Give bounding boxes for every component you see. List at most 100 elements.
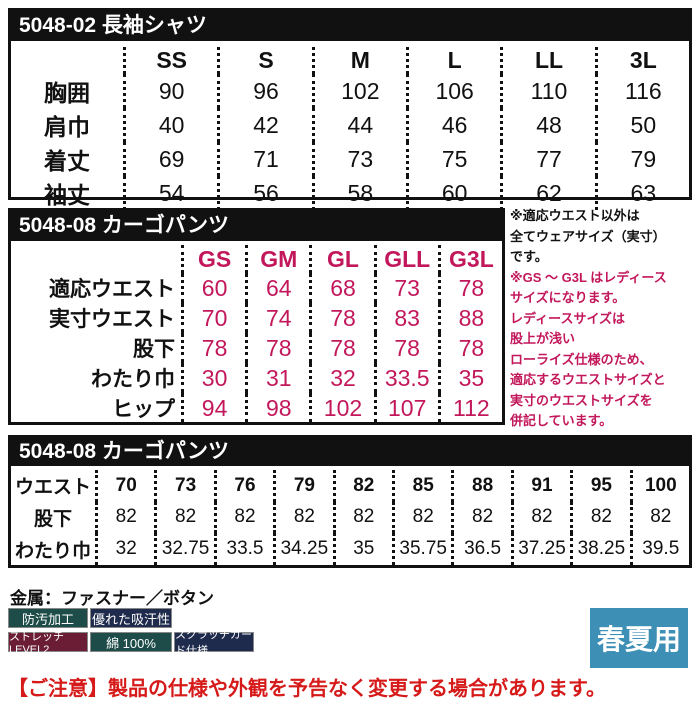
- table-cell: 58: [311, 176, 406, 210]
- table-cell: 68: [309, 273, 373, 303]
- row-label: 胸囲: [44, 80, 90, 106]
- metal-info: 金属：ファスナー／ボタン: [10, 589, 214, 608]
- table-cell: 78: [437, 333, 502, 363]
- table-cell: 64: [245, 273, 309, 303]
- table-cell: 75: [406, 142, 500, 176]
- size-header: LL: [500, 47, 594, 74]
- table-cell: 106: [406, 74, 500, 108]
- table-cell: 40: [123, 108, 217, 142]
- size-header: GLL: [373, 245, 438, 273]
- row-label: わたり巾: [91, 368, 175, 391]
- table-cell: 34.25: [273, 533, 332, 565]
- season-badge: 春夏用: [590, 608, 688, 668]
- row-label: 袖丈: [44, 182, 90, 208]
- feature-badge: 防汚加工: [8, 608, 88, 628]
- pants-grid: ウエスト 70 73 76 79 82 85 88 91 95 100 股下 82 82 82 82 82 82 8…: [11, 470, 689, 565]
- table-cell: 82: [332, 470, 392, 502]
- table-cell: 32.75: [154, 533, 213, 565]
- note-line: ローライズ仕様のため、: [510, 351, 653, 367]
- table-cell: 91: [510, 470, 570, 502]
- size-header: SS: [123, 47, 217, 74]
- size-header: M: [311, 47, 406, 74]
- table-cell: 88: [437, 303, 502, 333]
- table-cell: 82: [213, 501, 273, 534]
- table-cell: 78: [245, 333, 309, 363]
- table-cell: 85: [392, 470, 451, 502]
- table-cell: 79: [273, 470, 332, 502]
- table-cell: 82: [570, 501, 629, 534]
- table-cell: 82: [95, 501, 154, 534]
- table-cell: 78: [309, 333, 373, 363]
- table-cell: 112: [437, 393, 502, 423]
- table-cell: 56: [217, 176, 311, 210]
- row-label: 股下: [133, 338, 175, 361]
- table-cell: 82: [273, 501, 332, 534]
- row-label: 実寸ウエスト: [49, 308, 175, 331]
- size-header: 3L: [594, 47, 689, 74]
- table-cell: 33.5: [373, 363, 438, 393]
- table-cell: 102: [311, 74, 406, 108]
- shirt-grid: SS S M L LL 3L 胸囲 90 96 102 106 110 116 肩巾 40 42 44 46 48 5…: [11, 47, 689, 210]
- table-cell: 78: [309, 303, 373, 333]
- table-cell: 50: [594, 108, 689, 142]
- table-cell: 42: [217, 108, 311, 142]
- table-cell: 70: [95, 470, 154, 502]
- pants-size-table: 5048-08 カーゴパンツ ウエスト 70 73 76 79 82 85 88 91 95 100…: [8, 435, 692, 568]
- header-blank: [11, 47, 123, 74]
- table-cell: 35.75: [392, 533, 451, 565]
- table-cell: 76: [213, 470, 273, 502]
- size-header: GM: [245, 245, 309, 273]
- table-cell: 30: [181, 363, 245, 393]
- table-cell: 32: [95, 533, 154, 565]
- table-cell: 82: [154, 501, 213, 534]
- table-cell: 107: [373, 393, 438, 423]
- table-cell: 78: [373, 333, 438, 363]
- size-notes: ※適応ウエスト以外は 全てウェアサイズ（実寸） です。 ※GS ～ G3L はレディー…: [510, 206, 700, 432]
- table-cell: 82: [510, 501, 570, 534]
- feature-badge: ストレッチLEVEL2: [8, 631, 88, 656]
- table-title: 5048-08 カーゴパンツ: [11, 211, 502, 241]
- table-cell: 110: [500, 74, 594, 108]
- table-cell: 102: [309, 393, 373, 423]
- table-cell: 83: [373, 303, 438, 333]
- table-cell: 88: [451, 470, 510, 502]
- shirt-size-table: 5048-02 長袖シャツ SS S M L LL 3L 胸囲 90 96 102 106 110 11…: [8, 8, 692, 210]
- table-cell: 78: [181, 333, 245, 363]
- note-line: です。: [510, 249, 548, 264]
- table-cell: 60: [181, 273, 245, 303]
- note-line: ※GS ～ G3L はレディース: [510, 269, 667, 285]
- table-cell: 77: [500, 142, 594, 176]
- table-cell: 79: [594, 142, 689, 176]
- table-title: 5048-02 長袖シャツ: [11, 11, 689, 41]
- table-cell: 35: [437, 363, 502, 393]
- note-line: ※適応ウエスト以外は: [510, 208, 640, 223]
- size-header: GL: [309, 245, 373, 273]
- table-cell: 63: [594, 176, 689, 210]
- table-cell: 74: [245, 303, 309, 333]
- header-blank: [11, 245, 181, 273]
- table-cell: 32: [309, 363, 373, 393]
- table-cell: 48: [500, 108, 594, 142]
- table-cell: 96: [217, 74, 311, 108]
- table-cell: 78: [437, 273, 502, 303]
- note-line: 実寸のウエストサイズを: [510, 392, 653, 408]
- table-cell: 73: [311, 142, 406, 176]
- table-cell: 100: [629, 470, 689, 502]
- table-cell: 71: [217, 142, 311, 176]
- table-cell: 69: [123, 142, 217, 176]
- table-cell: 95: [570, 470, 629, 502]
- notice-text: 【ご注意】製品の仕様や外観を予告なく変更する場合があります。: [8, 678, 606, 700]
- table-cell: 33.5: [213, 533, 273, 565]
- table-cell: 90: [123, 74, 217, 108]
- table-cell: 39.5: [629, 533, 689, 565]
- table-cell: 54: [123, 176, 217, 210]
- feature-badge: スクラッチガード仕様: [174, 629, 254, 657]
- table-cell: 82: [629, 501, 689, 534]
- table-cell: 37.25: [510, 533, 570, 565]
- size-header: L: [406, 47, 500, 74]
- row-label: 適応ウエスト: [49, 278, 175, 301]
- table-cell: 73: [373, 273, 438, 303]
- row-label: わたり巾: [14, 540, 91, 562]
- note-line: サイズになります。: [510, 290, 626, 305]
- pants-ladies-grid: GS GM GL GLL G3L 適応ウエスト 60 64 68 73 78 実寸ウエスト 70 74 78…: [11, 245, 502, 423]
